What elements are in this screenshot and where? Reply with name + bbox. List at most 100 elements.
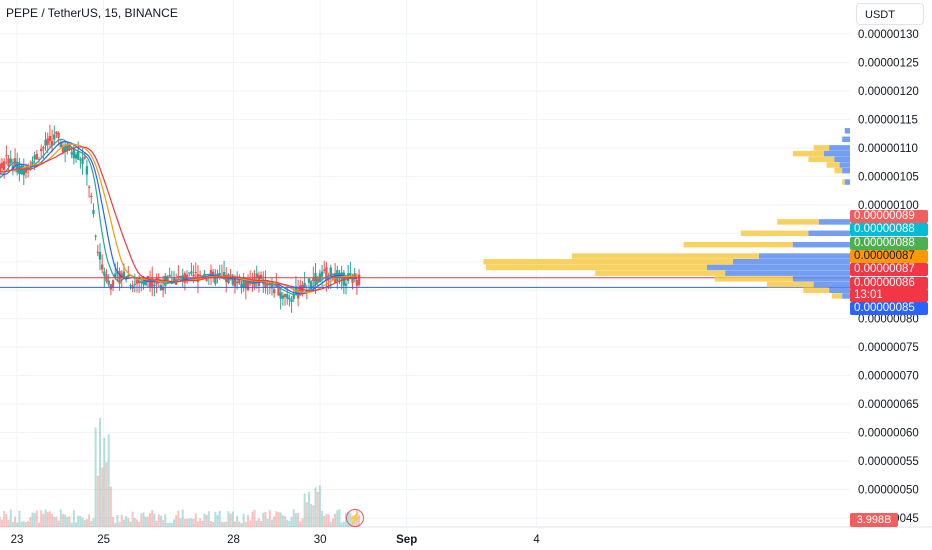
volume-bar	[301, 518, 304, 527]
candle-body	[61, 145, 65, 153]
volume-bar	[275, 511, 278, 527]
x-axis-tick-label: 25	[97, 534, 110, 546]
volume-bar	[7, 519, 10, 527]
candle-body	[353, 273, 356, 279]
volume-profile-bar-down	[571, 253, 759, 259]
currency-selector[interactable]: USDT	[856, 3, 924, 25]
volume-bar	[340, 522, 343, 527]
volume-profile-bar-up	[824, 150, 850, 157]
y-axis-tick-label: 0.00000050	[858, 485, 919, 497]
candle-body	[42, 147, 45, 149]
candle-body	[148, 279, 152, 288]
volume-bar	[338, 509, 341, 527]
candle-body	[238, 277, 241, 284]
volume-bar	[114, 522, 117, 527]
volume-profile-bar-up	[792, 241, 850, 248]
volume-bar	[98, 417, 101, 527]
volume-bar	[138, 521, 141, 527]
candle-body	[264, 280, 267, 288]
candle-body	[244, 278, 248, 289]
volume-bar	[196, 521, 199, 527]
candle-body	[144, 280, 147, 286]
volume-bar	[168, 522, 171, 527]
volume-bar	[216, 514, 219, 527]
candle-body	[0, 163, 2, 173]
volume-bar	[3, 510, 6, 527]
volume-bar	[101, 467, 104, 527]
volume-bar	[292, 509, 295, 527]
price-tag: 0.00000087	[850, 263, 928, 276]
volume-bar	[53, 516, 56, 527]
volume-profile-bar-up	[725, 270, 850, 276]
candle-body	[129, 285, 132, 287]
candle-body	[312, 277, 315, 282]
volume-bar	[203, 513, 206, 527]
volume-bar	[131, 511, 134, 527]
symbol-title[interactable]: PEPE / TetherUS, 15, BINANCE	[6, 6, 178, 20]
volume-bar	[227, 511, 230, 527]
volume-bar	[212, 522, 215, 527]
volume-bar	[223, 522, 226, 527]
candle-body	[107, 280, 110, 285]
volume-profile-bar-down	[766, 281, 814, 288]
candle-body	[240, 283, 243, 287]
volume-bar	[188, 518, 191, 527]
price-tag: 0.00000089	[850, 210, 928, 223]
volume-bar	[192, 518, 195, 527]
candle-body	[151, 277, 154, 288]
candle-body	[314, 273, 317, 285]
y-axis-tick-label: 0.00000060	[858, 428, 919, 440]
candle-body	[35, 153, 39, 160]
volume-profile-bar-down	[483, 259, 733, 265]
volume-bar	[173, 519, 176, 527]
volume-bar	[118, 522, 121, 527]
candle-body	[68, 144, 71, 150]
volume-bar	[64, 514, 67, 527]
volume-bar	[103, 437, 106, 527]
candle-body	[229, 274, 232, 276]
candle-body	[72, 148, 76, 159]
candle-body	[109, 283, 113, 290]
candle-body	[233, 277, 237, 287]
volume-bar	[273, 516, 276, 527]
volume-bar	[229, 513, 232, 527]
volume-bar	[244, 521, 247, 527]
volume-bar	[133, 517, 136, 527]
replay-bolt-icon[interactable]: ⚡	[346, 509, 364, 527]
volume-profile-bar-down	[803, 287, 830, 293]
candle-body	[249, 280, 252, 284]
volume-bar	[342, 521, 345, 527]
volume-bar	[151, 509, 154, 527]
volume-bar	[321, 511, 324, 527]
volume-bar	[207, 511, 210, 527]
volume-profile-bar-up	[839, 162, 850, 168]
volume-bar	[22, 520, 25, 527]
y-axis-tick-label: 0.00000080	[858, 314, 919, 326]
volume-bar	[242, 513, 245, 527]
candle-body	[259, 274, 263, 279]
candle-body	[94, 235, 97, 237]
y-axis-tick-label: 0.00000110	[858, 143, 918, 155]
volume-bar	[5, 514, 8, 527]
candle-body	[251, 281, 254, 284]
candle-body	[355, 280, 359, 286]
volume-bar	[288, 521, 291, 527]
volume-bar	[225, 521, 228, 527]
volume-bar	[70, 522, 73, 527]
candle-body	[235, 281, 239, 284]
volume-bar	[11, 521, 14, 527]
volume-bar	[286, 519, 289, 527]
price-tag: 13:01	[850, 289, 928, 302]
volume-bar	[307, 491, 310, 527]
volume-bar	[44, 509, 47, 527]
candle-body	[79, 159, 82, 161]
candle-body	[283, 294, 287, 297]
candle-body	[133, 283, 137, 285]
volume-profile-bar-up	[808, 230, 850, 237]
candle-body	[307, 278, 311, 283]
volume-profile-bar-down	[595, 270, 726, 276]
candle-body	[268, 282, 272, 286]
volume-bar	[284, 516, 287, 527]
candle-body	[349, 272, 352, 276]
